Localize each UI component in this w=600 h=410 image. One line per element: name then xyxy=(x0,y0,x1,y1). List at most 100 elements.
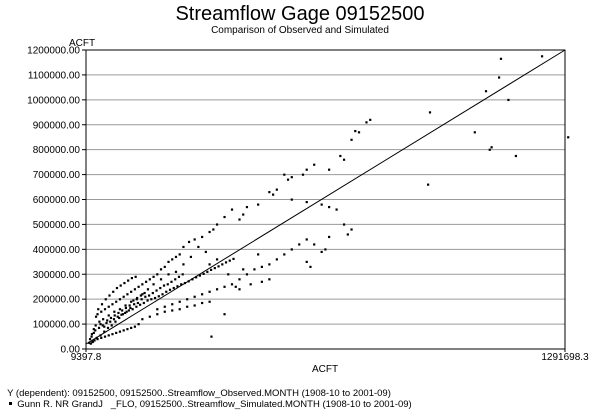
y-tick-label: 300000.00 xyxy=(33,270,81,281)
data-point xyxy=(137,323,140,326)
data-point xyxy=(103,335,107,338)
y-axis-label: ACFT xyxy=(69,38,95,49)
data-point xyxy=(346,233,349,236)
data-point xyxy=(118,316,121,320)
data-point xyxy=(208,263,211,266)
data-point xyxy=(126,328,129,331)
data-point xyxy=(163,310,166,313)
data-point xyxy=(298,243,301,246)
data-point xyxy=(129,306,132,310)
data-point xyxy=(107,334,110,337)
data-point xyxy=(125,310,128,313)
data-point xyxy=(223,313,226,316)
data-point xyxy=(148,278,151,281)
data-point xyxy=(183,281,187,285)
data-point xyxy=(238,218,241,221)
data-point xyxy=(342,223,346,226)
data-point xyxy=(350,228,353,231)
data-point xyxy=(208,300,211,303)
data-point xyxy=(93,339,96,342)
data-point xyxy=(156,313,159,316)
data-point xyxy=(153,296,157,300)
data-point xyxy=(275,258,278,261)
data-point xyxy=(113,310,116,313)
data-point xyxy=(166,283,169,286)
data-point xyxy=(124,304,127,307)
data-point xyxy=(305,260,308,263)
y-tick-label: 400000.00 xyxy=(33,245,81,256)
data-point xyxy=(260,280,263,283)
data-point xyxy=(100,336,103,339)
data-point xyxy=(114,320,117,323)
data-point xyxy=(112,318,116,321)
data-point xyxy=(186,305,189,308)
data-point xyxy=(249,283,252,286)
data-point xyxy=(365,121,368,124)
data-point xyxy=(238,288,241,291)
data-point xyxy=(189,255,193,259)
legend-text-observed: Y (dependent): 09152500, 09152500..Strea… xyxy=(7,388,391,399)
data-point xyxy=(497,76,501,79)
data-point xyxy=(110,324,113,327)
data-point xyxy=(230,208,234,211)
scatter-chart: 0.00 100000.00 200000.00 300000.00 400000.00… xyxy=(27,38,589,375)
y-axis-ticks: 0.00 100000.00 200000.00 300000.00 400000.00… xyxy=(27,46,86,356)
data-point xyxy=(209,268,213,271)
data-point xyxy=(92,331,95,335)
legend-item-simulated: Gunn R. NR GrandJ _FLO, 09152500..Stream… xyxy=(2,388,412,410)
data-point xyxy=(103,308,107,311)
data-point xyxy=(127,309,131,312)
data-point xyxy=(268,191,271,194)
data-point xyxy=(242,268,245,271)
y-tick-label: 900000.00 xyxy=(33,120,81,131)
data-point xyxy=(193,295,196,298)
data-point xyxy=(162,284,166,287)
data-point xyxy=(313,243,316,246)
data-point xyxy=(95,336,98,339)
data-point xyxy=(102,318,105,321)
data-point xyxy=(245,273,249,276)
y-tick-label: 800000.00 xyxy=(33,145,81,156)
data-point xyxy=(171,258,174,261)
data-point xyxy=(127,279,130,282)
data-point xyxy=(268,278,271,281)
data-point xyxy=(152,275,155,278)
data-point xyxy=(156,273,159,276)
data-point xyxy=(141,293,144,296)
data-point xyxy=(126,293,129,296)
data-point xyxy=(92,328,95,331)
data-point xyxy=(181,273,184,276)
data-point xyxy=(143,291,146,295)
grid-lines xyxy=(86,49,565,350)
data-point xyxy=(193,304,196,307)
data-point xyxy=(171,303,174,306)
data-point xyxy=(118,298,122,301)
data-point xyxy=(156,308,159,311)
data-point xyxy=(514,154,518,158)
data-point xyxy=(101,324,104,327)
data-point xyxy=(177,275,181,278)
data-point xyxy=(144,280,148,283)
data-point xyxy=(120,313,123,316)
data-point xyxy=(136,301,139,305)
data-point xyxy=(147,294,151,297)
data-point xyxy=(94,315,98,318)
data-point xyxy=(128,304,131,307)
data-point xyxy=(91,341,94,344)
data-point xyxy=(271,193,275,196)
data-point xyxy=(305,168,308,171)
chart-subtitle: Comparison of Observed and Simulated xyxy=(211,25,389,36)
data-point xyxy=(201,301,204,305)
data-point xyxy=(107,314,110,317)
chart-title: Streamflow Gage 09152500 xyxy=(175,3,425,25)
legend-item-observed: Y (dependent): 09152500, 09152500..Strea… xyxy=(2,377,391,399)
data-point xyxy=(473,131,476,134)
data-point xyxy=(99,323,102,326)
data-point xyxy=(223,215,226,219)
x-axis-label: ACFT xyxy=(312,364,338,375)
data-point xyxy=(122,329,125,332)
y-tick-label: 1200000.00 xyxy=(27,46,80,57)
data-point xyxy=(121,309,124,312)
data-point xyxy=(144,295,147,298)
data-point xyxy=(109,316,113,320)
